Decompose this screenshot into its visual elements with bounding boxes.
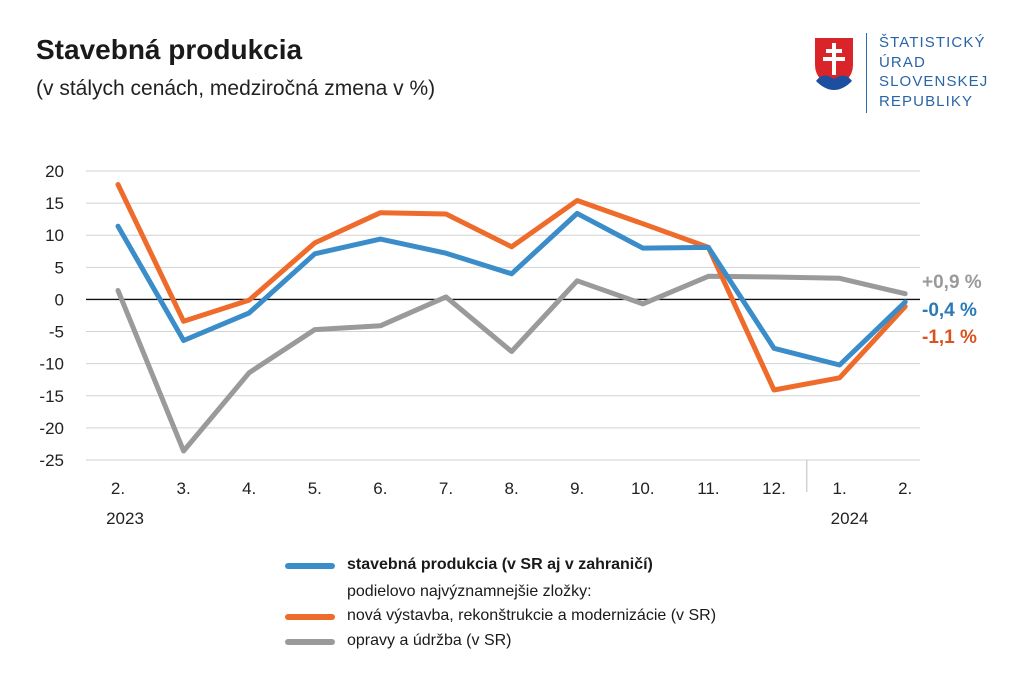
x-tick-label: 11. [697,479,719,498]
year-label: 2024 [831,509,869,528]
x-tick-label: 9. [570,479,584,498]
logo-line: ŠTATISTICKÝ [879,34,986,51]
x-tick-label: 2. [111,479,125,498]
series-line [115,210,908,368]
coat-of-arms-icon [813,36,855,91]
x-tick-label: 1. [833,479,847,498]
logo-divider [866,33,867,113]
end-value-label: -0,4 % [922,300,977,321]
end-value-label: +0,9 % [922,272,982,293]
y-tick-label: -15 [39,387,64,406]
series-line [115,182,908,393]
x-tick-label: 8. [505,479,519,498]
y-tick-label: 10 [45,226,64,245]
x-tick-label: 5. [308,479,322,498]
logo-line: REPUBLIKY [879,92,974,110]
y-tick-label: -5 [49,323,64,342]
legend-label-repairs: opravy a údržba (v SR) [347,632,512,649]
x-tick-label: 7. [439,479,453,498]
logo-line: SLOVENSKEJ [879,73,989,90]
x-tick-label: 3. [177,479,191,498]
legend-swatch-gray [285,639,335,645]
x-tick-label: 4. [242,479,256,498]
year-label: 2023 [106,509,144,528]
y-tick-label: -10 [39,355,64,374]
end-value-label: -1,1 % [922,327,977,348]
legend-label-main: stavebná produkcia (v SR aj v zahraničí) [347,556,653,573]
logo-text: ŠTATISTICKÝ ÚRAD SLOVENSKEJ REPUBLIKY [879,33,988,111]
y-tick-label: -25 [39,451,64,470]
x-tick-label: 6. [373,479,387,498]
chart-title: Stavebná produkcia [36,34,303,65]
series-line [115,273,908,454]
line-chart: 20 15 10 5 0 -5 -10 -15 -20 -25 2. 3. 4. 5. 6. 7. 8. 9. 10… [39,162,982,528]
x-tick-label: 10. [631,479,655,498]
y-tick-label: 20 [45,162,64,181]
y-tick-label: 0 [55,290,64,309]
susr-logo: ŠTATISTICKÝ ÚRAD SLOVENSKEJ REPUBLIKY [812,33,1002,117]
logo-line: ÚRAD [879,53,926,71]
chart-subtitle: (v stálych cenách, medziročná zmena v %) [36,77,436,100]
legend-swatch-blue [285,563,335,569]
legend-swatch-orange [285,614,335,620]
x-tick-label: 12. [762,479,786,498]
legend-label-new-construction: nová výstavba, rekonštrukcie a modernizá… [347,607,717,624]
x-tick-label: 2. [898,479,912,498]
y-tick-label: 5 [55,258,64,277]
legend-subheader: podielovo najvýznamnejšie zložky: [347,583,592,600]
y-tick-label: -20 [39,419,64,438]
y-tick-label: 15 [45,194,64,213]
